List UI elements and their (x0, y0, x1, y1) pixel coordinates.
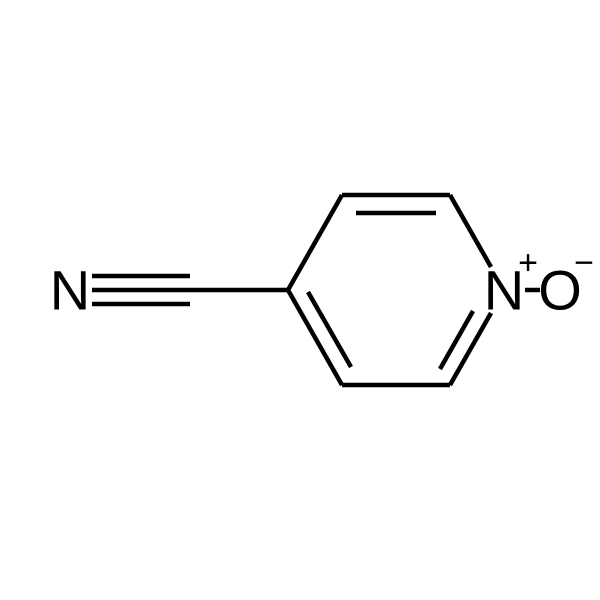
bond-c4-c3 (288, 195, 342, 290)
bond-n1-c6-double (440, 311, 473, 369)
charge-n1: + (518, 244, 538, 282)
molecule-diagram: N N + O − (0, 0, 600, 600)
atom-n-nitrile: N (50, 259, 90, 322)
bond-c5-c4-double (308, 292, 351, 367)
bond-n1-c6 (450, 313, 491, 385)
bond-c2-n1 (450, 195, 491, 267)
charge-o: − (574, 244, 594, 282)
